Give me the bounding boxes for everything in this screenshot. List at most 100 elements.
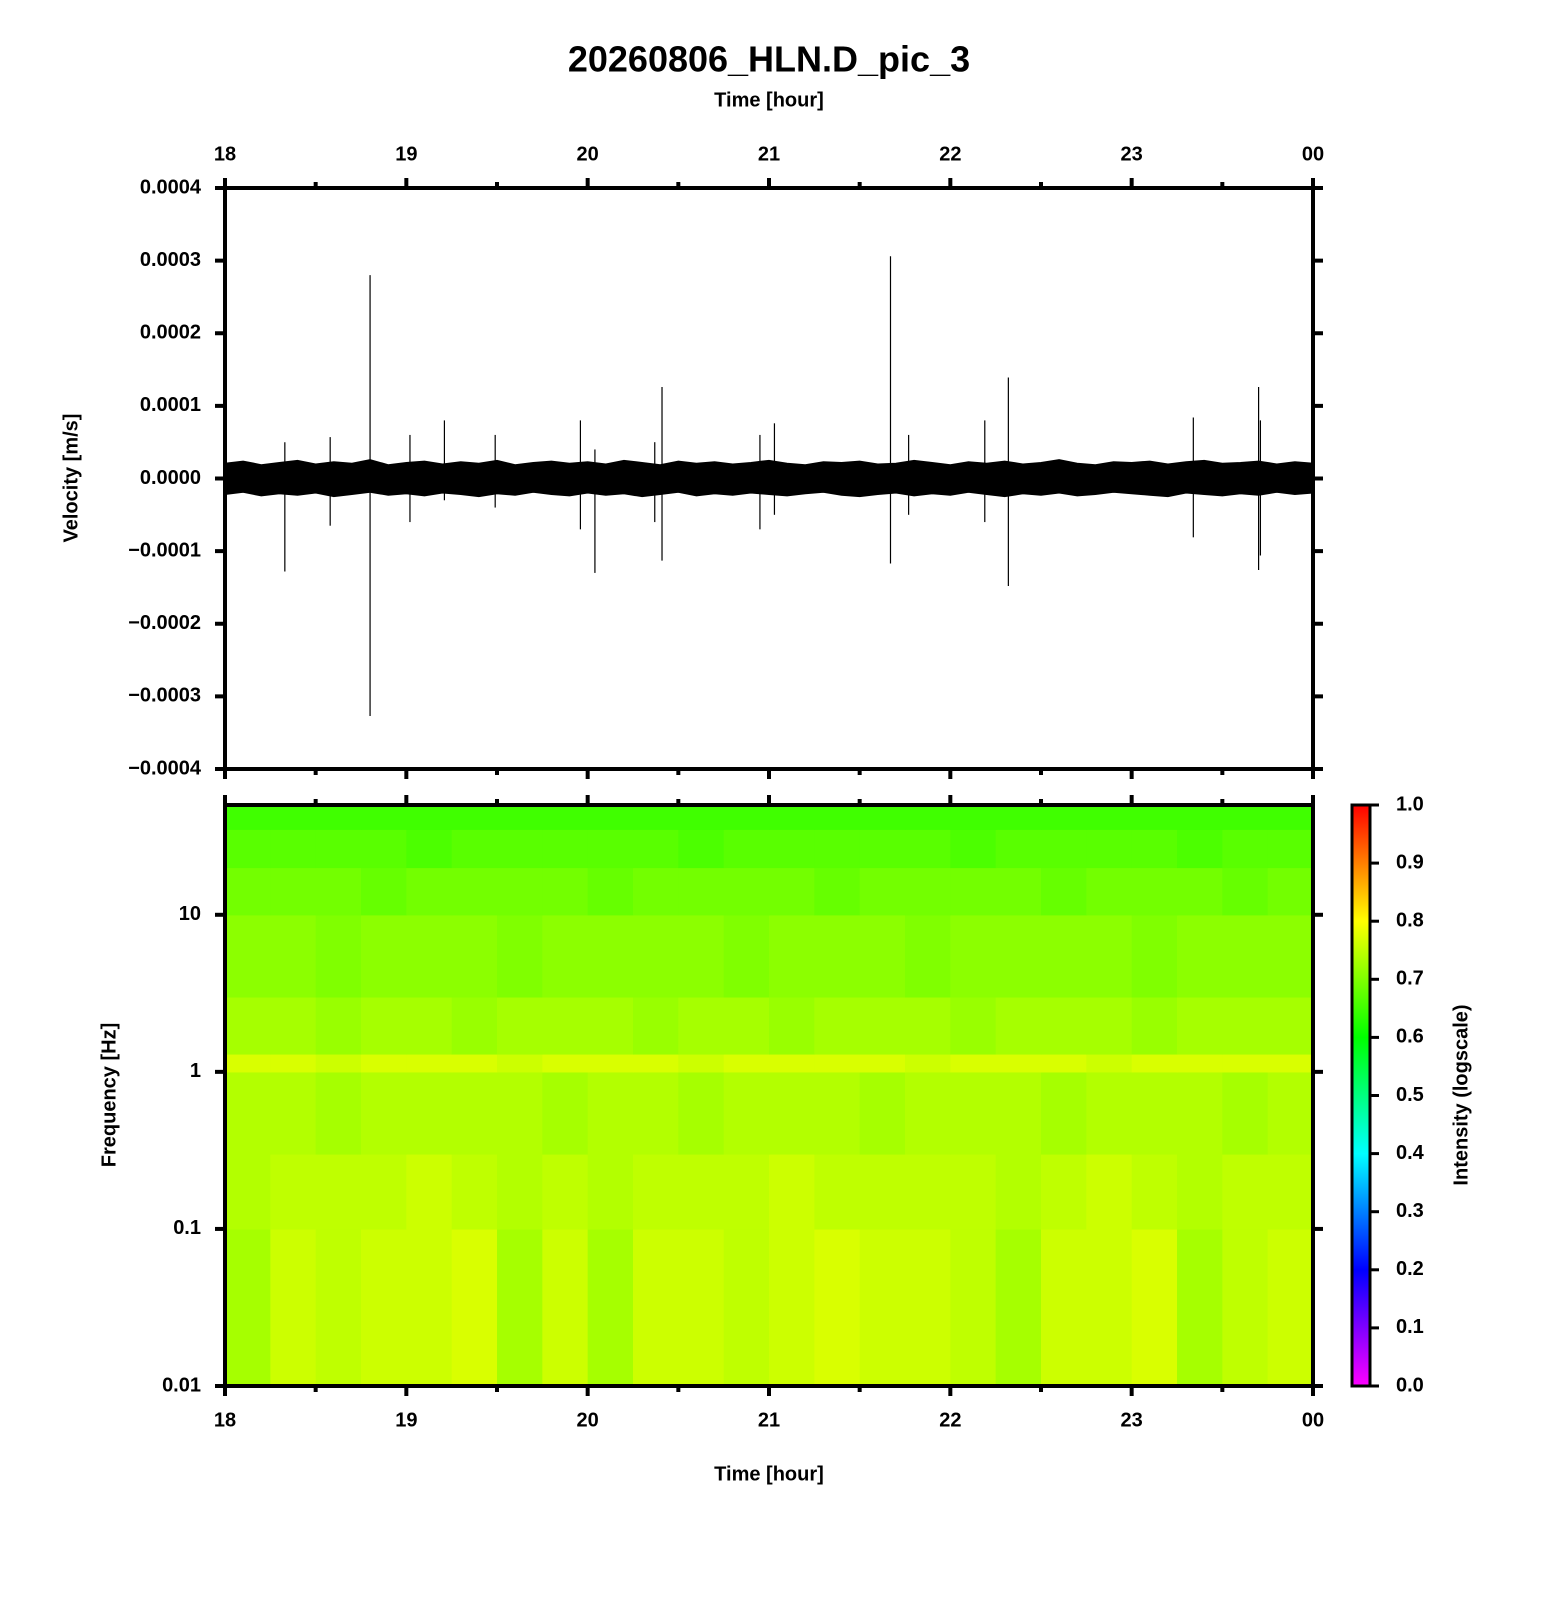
- heatmap-cell: [859, 829, 906, 869]
- colorbar-tick-label: 0.8: [1396, 909, 1424, 931]
- heatmap-cell: [1267, 805, 1314, 830]
- heatmap-cell: [723, 1053, 770, 1073]
- heatmap-cell: [1131, 1228, 1178, 1387]
- heatmap-cell: [225, 996, 271, 1055]
- heatmap-cell: [361, 867, 407, 916]
- heatmap-cell: [723, 1228, 770, 1387]
- y-tick-label: 0.1: [173, 1217, 201, 1239]
- heatmap-cell: [995, 867, 1042, 916]
- heatmap-cell: [1177, 867, 1223, 916]
- heatmap-cell: [814, 1153, 861, 1230]
- heatmap-cell: [225, 1228, 271, 1387]
- heatmap-cell: [769, 1153, 815, 1230]
- heatmap-cell: [678, 829, 725, 869]
- spectrogram: [225, 805, 1314, 1387]
- heatmap-cell: [1131, 867, 1178, 916]
- heatmap-cell: [451, 829, 498, 869]
- heatmap-cell: [451, 1071, 498, 1155]
- heatmap-cell: [587, 805, 634, 830]
- heatmap-cell: [905, 996, 951, 1055]
- heatmap-cell: [451, 996, 498, 1055]
- heatmap-cell: [723, 996, 770, 1055]
- heatmap-cell: [950, 1153, 997, 1230]
- heatmap-cell: [361, 829, 407, 869]
- heatmap-cell: [814, 1053, 861, 1073]
- colorbar-tick-label: 0.4: [1396, 1142, 1425, 1164]
- heatmap-cell: [1267, 1053, 1314, 1073]
- heatmap-cell: [361, 1071, 407, 1155]
- heatmap-cell: [361, 914, 407, 998]
- heatmap-cell: [406, 914, 453, 998]
- heatmap-cell: [814, 914, 861, 998]
- y-tick-label: 0.01: [162, 1374, 201, 1396]
- x-tick-label: 22: [939, 1409, 961, 1431]
- heatmap-cell: [633, 829, 679, 869]
- x-tick-label: 00: [1302, 143, 1324, 165]
- heatmap-cell: [225, 1053, 271, 1073]
- y-tick-label: 0.0000: [140, 467, 201, 489]
- heatmap-cell: [678, 1053, 725, 1073]
- heatmap-cell: [905, 1053, 951, 1073]
- heatmap-cell: [315, 1153, 362, 1230]
- heatmap-cell: [225, 1071, 271, 1155]
- heatmap-cell: [1041, 1153, 1087, 1230]
- heatmap-cell: [451, 914, 498, 998]
- heatmap-cell: [361, 1053, 407, 1073]
- heatmap-cell: [678, 805, 725, 830]
- heatmap-cell: [315, 829, 362, 869]
- heatmap-cell: [315, 1071, 362, 1155]
- heatmap-cell: [315, 1053, 362, 1073]
- heatmap-cell: [1086, 1053, 1133, 1073]
- colorbar-tick-label: 0.5: [1396, 1084, 1424, 1106]
- heatmap-cell: [995, 1071, 1042, 1155]
- heatmap-cell: [315, 914, 362, 998]
- heatmap-cell: [1041, 996, 1087, 1055]
- heatmap-cell: [1131, 1053, 1178, 1073]
- heatmap-cell: [497, 1228, 543, 1387]
- heatmap-cell: [1177, 1228, 1223, 1387]
- x-tick-label: 20: [577, 143, 599, 165]
- heatmap-cell: [406, 867, 453, 916]
- heatmap-cell: [995, 996, 1042, 1055]
- y-tick-label: 10: [179, 903, 201, 925]
- heatmap-cell: [950, 867, 997, 916]
- heatmap-cell: [995, 1053, 1042, 1073]
- colorbar-tick-label: 0.6: [1396, 1026, 1424, 1048]
- heatmap-cell: [1267, 914, 1314, 998]
- heatmap-cell: [542, 996, 589, 1055]
- heatmap-cell: [1131, 1153, 1178, 1230]
- x-tick-label: 20: [577, 1409, 599, 1431]
- heatmap-cell: [406, 1228, 453, 1387]
- heatmap-cell: [905, 829, 951, 869]
- colorbar-tick-label: 1.0: [1396, 793, 1424, 815]
- heatmap-cell: [497, 1153, 543, 1230]
- x-tick-label: 23: [1121, 1409, 1143, 1431]
- heatmap-cell: [814, 1228, 861, 1387]
- heatmap-cell: [497, 1053, 543, 1073]
- heatmap-cell: [678, 1071, 725, 1155]
- heatmap-cell: [905, 914, 951, 998]
- heatmap-cell: [406, 1071, 453, 1155]
- heatmap-cell: [315, 867, 362, 916]
- heatmap-cell: [497, 867, 543, 916]
- heatmap-cell: [361, 996, 407, 1055]
- y-tick-label: −0.0003: [128, 685, 201, 707]
- heatmap-cell: [859, 1071, 906, 1155]
- heatmap-cell: [633, 1153, 679, 1230]
- y-tick-label: 0.0004: [140, 176, 202, 198]
- heatmap-cell: [361, 1153, 407, 1230]
- y-tick-label: 0.0003: [140, 249, 201, 271]
- heatmap-cell: [769, 1053, 815, 1073]
- heatmap-cell: [1177, 829, 1223, 869]
- heatmap-cell: [723, 1153, 770, 1230]
- noise-band: [224, 478, 1314, 498]
- heatmap-cell: [1041, 1228, 1087, 1387]
- heatmap-cell: [587, 829, 634, 869]
- heatmap-cell: [1267, 829, 1314, 869]
- heatmap-cell: [633, 1053, 679, 1073]
- heatmap-cell: [270, 829, 317, 869]
- heatmap-cell: [1131, 805, 1178, 830]
- heatmap-cell: [542, 1228, 589, 1387]
- heatmap-cell: [315, 1228, 362, 1387]
